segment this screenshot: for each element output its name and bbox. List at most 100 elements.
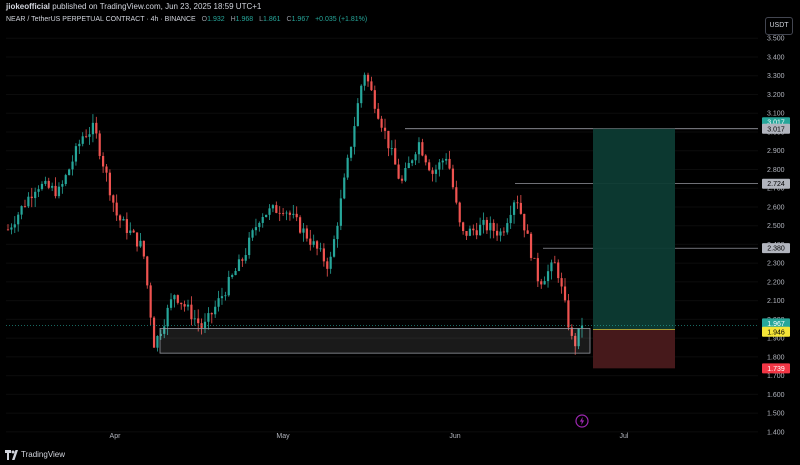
candle-body — [580, 325, 584, 329]
candle-up — [336, 222, 339, 248]
candle-body — [64, 175, 67, 185]
candle-body — [71, 161, 74, 170]
candle-down — [132, 228, 135, 233]
symbol-title[interactable]: NEAR / TetherUS PERPETUAL CONTRACT · 4h … — [6, 16, 196, 23]
candle-body — [34, 191, 37, 199]
level-price-label-bg — [762, 243, 790, 254]
candle-down — [502, 227, 505, 236]
candle-up — [37, 185, 40, 197]
candle-body — [533, 257, 536, 259]
candle-body — [390, 148, 393, 149]
candle-body — [203, 321, 207, 328]
price-axis: 3.5003.4003.3003.2003.1003.0002.9002.800… — [762, 36, 790, 436]
candle-down — [495, 223, 499, 241]
tradingview-logo-icon[interactable] — [5, 450, 19, 460]
candle-body — [536, 258, 539, 282]
candle-up — [193, 309, 196, 326]
candle-body — [183, 304, 186, 307]
price-tick-label: 1.400 — [767, 429, 785, 436]
candle-body — [540, 281, 543, 285]
price-tick-label: 2.300 — [767, 261, 785, 268]
stop-price-label-bg — [762, 363, 790, 374]
candle-down — [135, 232, 139, 252]
candle-down — [536, 252, 539, 288]
candle-body — [190, 304, 193, 320]
candle-body — [509, 214, 512, 224]
candle-body — [217, 298, 220, 307]
candle-up — [159, 329, 162, 340]
candle-down — [397, 158, 400, 180]
candle-up — [10, 223, 13, 235]
support-zone-box — [159, 328, 591, 354]
price-tick-label: 3.400 — [767, 54, 785, 61]
candle-up — [411, 159, 414, 167]
candle-down — [394, 139, 397, 165]
candle-up — [231, 273, 234, 279]
candle-down — [451, 164, 455, 190]
candle-down — [458, 201, 461, 227]
publish-info: jiokeofficial published on TradingView.c… — [6, 0, 261, 14]
candle-down — [288, 210, 292, 221]
candle-body — [574, 335, 577, 347]
candle-up — [441, 158, 444, 170]
candle-body — [115, 202, 118, 216]
candle-body — [6, 229, 10, 231]
level-price-label: 3.017 — [767, 126, 785, 133]
candle-down — [516, 195, 519, 209]
candle-up — [64, 173, 67, 187]
candle-body — [88, 134, 91, 137]
candle-body — [91, 122, 95, 135]
candle-down — [366, 72, 370, 87]
candle-body — [305, 228, 308, 239]
candle-body — [163, 326, 166, 334]
candle-up — [271, 204, 275, 213]
publisher-name[interactable]: jiokeofficial — [6, 2, 51, 11]
candle-up — [40, 181, 44, 191]
candle-body — [135, 232, 139, 247]
price-tick-label: 1.800 — [767, 354, 785, 361]
candle-body — [186, 304, 190, 307]
candle-body — [417, 142, 421, 155]
price-tick-label: 2.200 — [767, 279, 785, 286]
candle-down — [183, 300, 186, 312]
candle-body — [377, 108, 380, 119]
candle-body — [234, 270, 237, 276]
price-tick-label: 3.300 — [767, 73, 785, 80]
candle-body — [363, 74, 366, 86]
candle-body — [360, 85, 363, 104]
candle-up — [543, 276, 546, 285]
candle-body — [560, 278, 563, 287]
time-tick-label: Jun — [449, 433, 460, 440]
candle-body — [404, 168, 407, 181]
candle-up — [51, 182, 54, 192]
candle-up — [61, 180, 64, 194]
tradingview-brand[interactable]: TradingView — [21, 450, 66, 459]
candle-body — [98, 133, 101, 156]
candle-body — [214, 306, 217, 315]
candle-body — [173, 295, 176, 300]
candle-up — [506, 218, 509, 235]
candle-up — [482, 212, 485, 234]
price-tick-label: 3.500 — [767, 36, 785, 43]
candle-down — [115, 194, 118, 221]
currency-button[interactable]: USDT — [765, 17, 793, 35]
candle-body — [366, 74, 370, 82]
candle-body — [159, 333, 162, 336]
candle-body — [495, 230, 499, 236]
price-tick-label: 1.700 — [767, 373, 785, 380]
candle-body — [37, 189, 40, 192]
stop-zone — [593, 329, 675, 369]
candle-down — [570, 324, 573, 340]
candle-down — [95, 116, 98, 139]
candle-up — [166, 304, 169, 336]
candle-up — [207, 307, 210, 330]
candle-body — [244, 255, 247, 261]
lightning-icon[interactable] — [575, 414, 589, 428]
candle-up — [489, 216, 492, 239]
publish-text: published on TradingView.com, Jun 23, 20… — [52, 2, 262, 11]
candle-up — [81, 132, 84, 147]
candle-body — [129, 230, 132, 233]
candle-up — [479, 217, 482, 236]
candle-body — [421, 142, 424, 156]
